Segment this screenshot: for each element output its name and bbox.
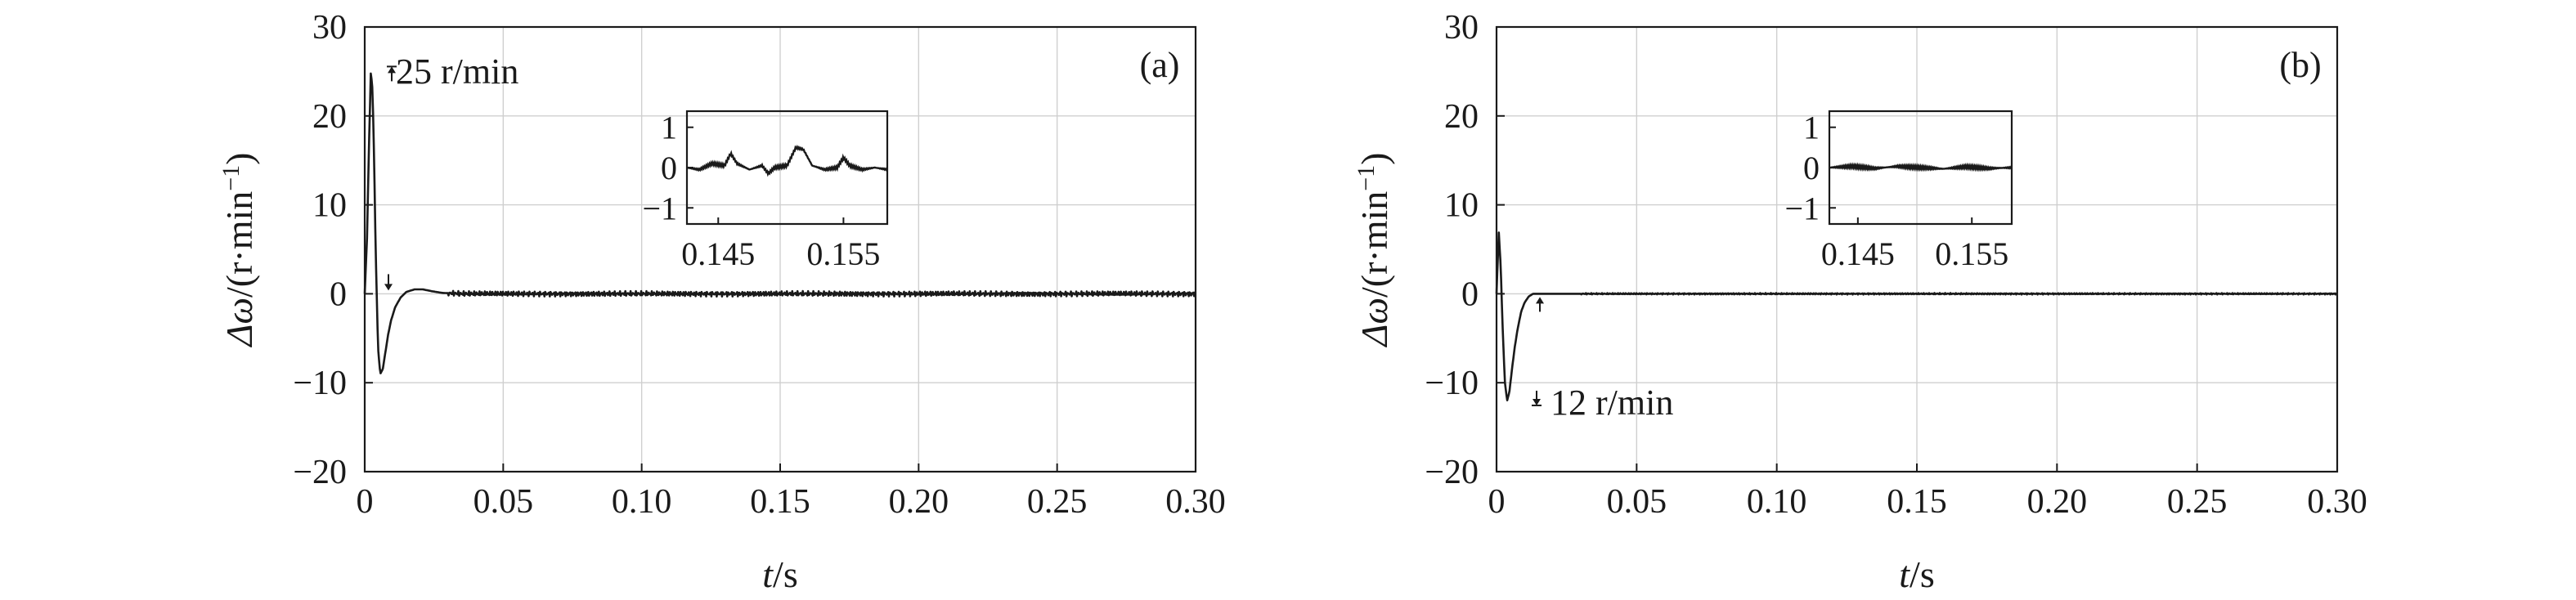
x-tick-label: 0.10 (1747, 483, 1807, 521)
y-tick-label: 30 (312, 9, 347, 47)
inset-x-tick-label: 0.155 (1935, 235, 2008, 272)
inset-y-tick-label: 0 (1803, 150, 1820, 186)
inset-y-tick-label: −1 (1784, 190, 1820, 226)
inset-series-line (1829, 162, 2013, 172)
y-tick-label: 0 (1461, 275, 1479, 313)
y-axis-label-symbol: Δω (1353, 298, 1395, 347)
inset-x-tick-label: 0.145 (681, 235, 755, 272)
x-tick-label: 0.20 (889, 483, 949, 521)
y-tick-label: 10 (1444, 187, 1479, 225)
annotation-arrowhead (388, 66, 396, 74)
annotation-arrowhead (1536, 297, 1544, 304)
annotation-arrowhead (1533, 398, 1541, 405)
y-tick-label: 0 (330, 275, 347, 313)
x-tick-label: 0 (357, 483, 374, 521)
x-tick-label: 0.25 (1027, 483, 1088, 521)
inset-y-tick-label: 1 (661, 110, 677, 146)
x-tick-label: 0.20 (2027, 483, 2088, 521)
y-tick-label: −20 (293, 454, 347, 491)
inset-x-tick-label: 0.145 (1821, 235, 1895, 272)
y-tick-label: 20 (312, 98, 347, 136)
series-line (1495, 231, 2338, 402)
inset-series-line (686, 144, 888, 177)
x-tick-label: 0.05 (1607, 483, 1667, 521)
x-axis-label-var: t (1899, 553, 1910, 595)
x-axis-label: t/s (762, 553, 797, 595)
annotation-label: 12 r/min (1551, 383, 1673, 423)
y-axis-label-superscript: −1 (1353, 165, 1380, 191)
x-tick-label: 0 (1488, 483, 1506, 521)
inset-y-tick-label: 0 (661, 150, 677, 186)
x-tick-label: 0.15 (750, 483, 810, 521)
inset-panel: 0.145 0.155 1 0 −1 (642, 110, 889, 272)
chart-panel-a: 0 0.05 0.10 0.15 0.20 0.25 0.303020100−10−20t/… (218, 9, 1226, 595)
y-tick-label: −20 (1425, 454, 1479, 491)
x-axis-label-unit: /s (773, 553, 798, 595)
y-tick-label: −10 (293, 365, 347, 402)
y-axis-label-unit: /(r·min (1353, 191, 1395, 298)
inset-y-tick-label: 1 (1803, 110, 1820, 146)
y-axis-label: Δω/(r·min−1) (218, 152, 260, 347)
inset-panel: 0.145 0.155 1 0 −1 (1784, 110, 2013, 272)
x-tick-label: 0.10 (612, 483, 672, 521)
annotation-arrowhead (384, 284, 393, 291)
y-axis-label-superscript: −1 (218, 165, 245, 191)
panel-label: (b) (2279, 45, 2321, 85)
x-axis-label: t/s (1899, 553, 1934, 595)
x-axis-label-unit: /s (1910, 553, 1935, 595)
x-tick-label: 0.30 (2307, 483, 2367, 521)
y-tick-label: 20 (1444, 98, 1479, 136)
series-line (363, 72, 1196, 374)
panel-label: (a) (1140, 45, 1180, 85)
x-tick-label: 0.15 (1887, 483, 1947, 521)
annotation-label: 25 r/min (396, 51, 518, 92)
chart-panel-b: 0 0.05 0.10 0.15 0.20 0.25 0.303020100−10−20t/… (1353, 9, 2367, 595)
x-axis-label-var: t (762, 553, 774, 595)
y-axis-label-close: ) (218, 152, 260, 164)
x-tick-label: 0.25 (2167, 483, 2228, 521)
x-tick-label: 0.05 (473, 483, 534, 521)
y-tick-label: 10 (312, 187, 347, 225)
y-axis-label-unit: /(r·min (218, 191, 260, 298)
inset-x-tick-label: 0.155 (806, 235, 880, 272)
x-tick-label: 0.30 (1165, 483, 1226, 521)
inset-y-tick-label: −1 (642, 190, 677, 226)
y-axis-label: Δω/(r·min−1) (1353, 152, 1395, 347)
y-axis-label-close: ) (1353, 152, 1395, 164)
y-tick-label: −10 (1425, 365, 1479, 402)
y-tick-label: 30 (1444, 9, 1479, 47)
y-axis-label-symbol: Δω (218, 298, 260, 347)
